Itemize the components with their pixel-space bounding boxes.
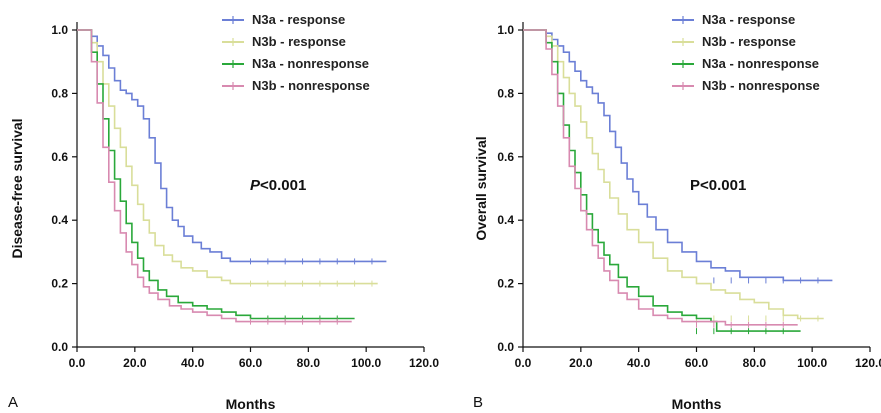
legend-label: N3b - nonresponse — [702, 78, 820, 93]
series-line-a-2 — [77, 29, 378, 285]
legend-item: N3a - response — [672, 12, 795, 27]
y-tick-label: 0.0 — [51, 340, 68, 354]
legend-label: N3a - response — [702, 12, 795, 27]
x-tick-label: 100.0 — [797, 356, 827, 370]
y-axis-title: Disease-free survival — [9, 118, 25, 258]
y-tick-label: 0.2 — [51, 277, 68, 291]
series-line-a-4 — [77, 29, 352, 323]
y-tick-label: 0.0 — [497, 340, 514, 354]
y-tick-label: 0.8 — [51, 86, 68, 100]
x-tick-label: 120.0 — [409, 356, 439, 370]
legend-label: N3b - response — [252, 34, 346, 49]
panel-b: 0.0 0.2 0.4 0.6 0.8 1.0 0.0 20.0 40.0 60.0 80.0 100… — [473, 12, 881, 412]
legend-label: N3a - nonresponse — [252, 56, 369, 71]
y-tick-label: 0.6 — [497, 150, 514, 164]
legend-item: N3b - response — [222, 34, 346, 49]
y-tick-label: 0.8 — [497, 86, 514, 100]
x-tick-label: 40.0 — [181, 356, 205, 370]
series-line-a-3 — [77, 29, 355, 320]
series-line-b-3 — [523, 29, 801, 332]
x-tick-label: 0.0 — [515, 356, 532, 370]
x-axis-title: Months — [226, 396, 276, 412]
series-line-b-1 — [523, 29, 833, 282]
x-axis-title: Months — [672, 396, 722, 412]
series-line-b-4 — [523, 29, 798, 326]
legend-item: N3b - nonresponse — [672, 78, 820, 93]
y-tick-label: 1.0 — [51, 23, 68, 37]
panel-label: B — [473, 394, 483, 411]
panel-a: 0.0 0.2 0.4 0.6 0.8 1.0 0.0 20.0 40.0 60.0 80.0 100… — [8, 12, 439, 412]
x-tick-label: 100.0 — [351, 356, 381, 370]
x-tick-label: 120.0 — [855, 356, 881, 370]
x-tick-label: 60.0 — [685, 356, 709, 370]
x-tick-label: 80.0 — [743, 356, 767, 370]
panel-label: A — [8, 394, 18, 411]
y-tick-label: 0.4 — [497, 213, 514, 227]
x-tick-label: 40.0 — [627, 356, 651, 370]
legend-label: N3a - nonresponse — [702, 56, 819, 71]
x-tick-label: 0.0 — [69, 356, 86, 370]
x-tick-label: 20.0 — [123, 356, 147, 370]
legend-label: N3b - nonresponse — [252, 78, 370, 93]
legend-item: N3a - nonresponse — [672, 56, 819, 71]
y-axis-title: Overall survival — [473, 136, 489, 240]
legend-item: N3b - nonresponse — [222, 78, 370, 93]
series-line-a-1 — [77, 29, 387, 263]
y-tick-label: 1.0 — [497, 23, 514, 37]
series-line-b-2 — [523, 29, 824, 320]
y-tick-label: 0.4 — [51, 213, 68, 227]
legend-label: N3b - response — [702, 34, 796, 49]
legend-label: N3a - response — [252, 12, 345, 27]
p-value-annotation: P<0.001 — [250, 177, 306, 194]
legend-item: N3b - response — [672, 34, 796, 49]
x-tick-label: 60.0 — [239, 356, 263, 370]
y-tick-label: 0.6 — [51, 150, 68, 164]
p-value-annotation: P<0.001 — [690, 177, 746, 194]
y-tick-label: 0.2 — [497, 277, 514, 291]
legend-item: N3a - response — [222, 12, 345, 27]
x-tick-label: 20.0 — [569, 356, 593, 370]
legend-item: N3a - nonresponse — [222, 56, 369, 71]
x-tick-label: 80.0 — [297, 356, 321, 370]
